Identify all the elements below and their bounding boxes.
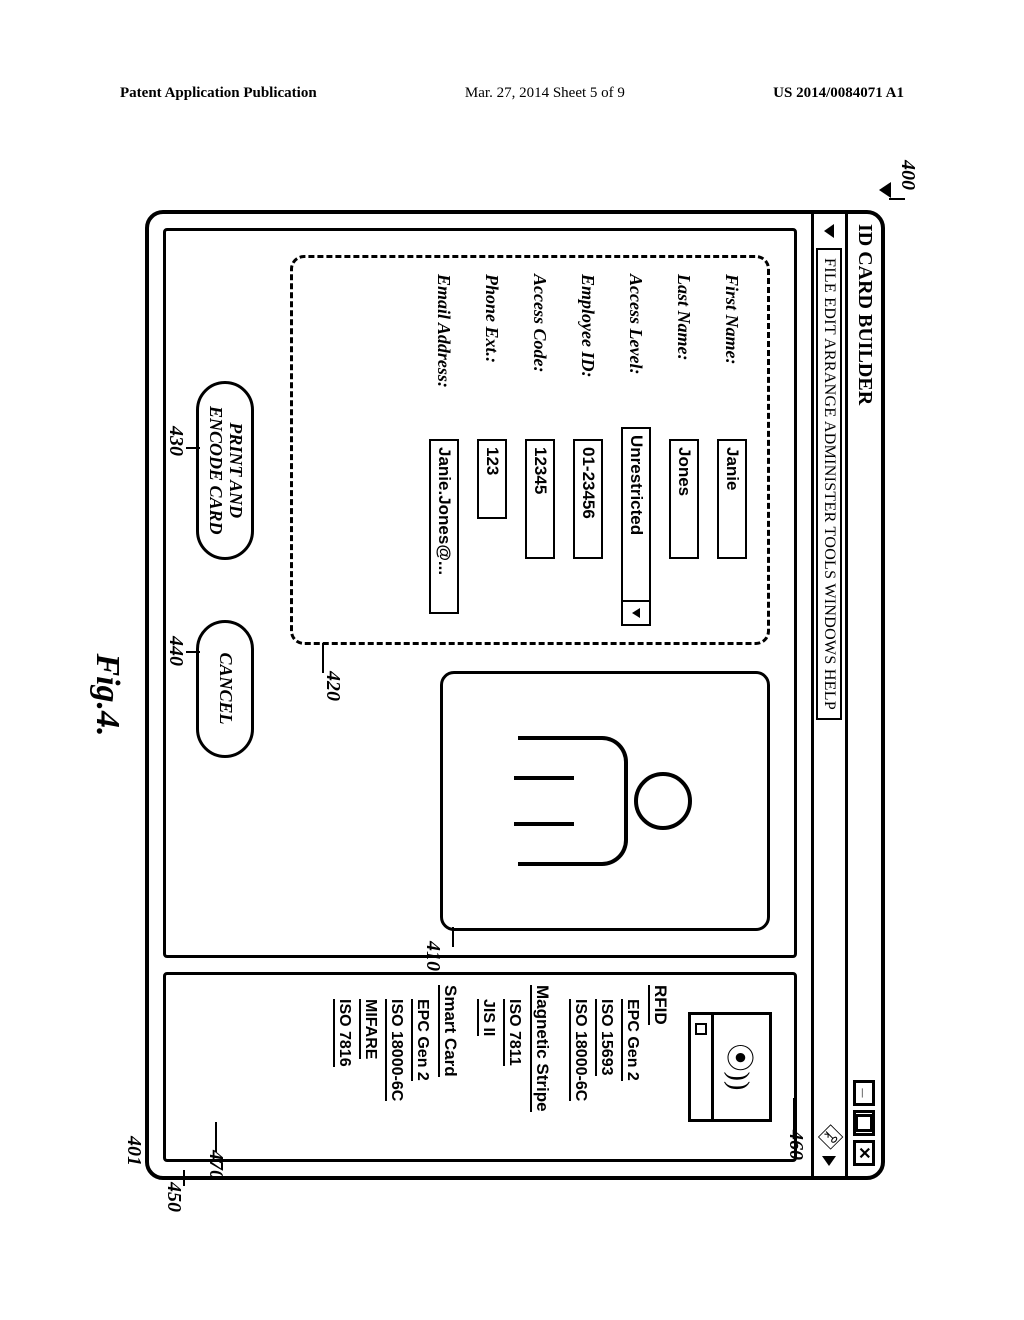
- ref-450: 450: [162, 1182, 185, 1212]
- label-access-code: Access Code:: [530, 274, 551, 439]
- print-encode-button[interactable]: PRINT AND ENCODE CARD: [196, 381, 254, 560]
- ref-460: 460: [784, 1130, 807, 1160]
- input-employee-id[interactable]: 01-23456: [573, 439, 603, 559]
- mag-header[interactable]: Magnetic Stripe: [530, 985, 552, 1112]
- smart-header[interactable]: Smart Card: [438, 985, 460, 1077]
- close-button[interactable]: [854, 1140, 876, 1166]
- sheet-label: Mar. 27, 2014 Sheet 5 of 9: [465, 85, 625, 102]
- label-first-name: First Name:: [722, 274, 743, 439]
- page-header: Patent Application Publication Mar. 27, …: [0, 85, 1024, 102]
- smart-group: Smart Card EPC Gen 2 ISO 18000-6C MIFARE…: [330, 985, 460, 1149]
- menubar[interactable]: FILE EDIT ARRANGE ADMINISTER TOOLS WINDO…: [817, 248, 843, 720]
- toolbar-dropdown-icon[interactable]: [825, 224, 835, 238]
- ref-400: 400: [896, 160, 919, 190]
- maximize-button[interactable]: [854, 1110, 876, 1136]
- ref-470: 470: [204, 1150, 227, 1180]
- row-phone-ext: Phone Ext.: 123: [477, 274, 507, 626]
- ref-400-pointer: [879, 182, 891, 198]
- label-employee-id: Employee ID:: [578, 274, 599, 439]
- ref-440: 440: [164, 636, 187, 666]
- mag-item-1[interactable]: JIS II: [477, 999, 497, 1036]
- content-area: First Name: Janie Last Name: Jones Acces…: [149, 214, 811, 1176]
- cancel-button[interactable]: CANCEL: [196, 620, 254, 758]
- row-employee-id: Employee ID: 01-23456: [573, 274, 603, 626]
- label-last-name: Last Name:: [674, 274, 695, 439]
- row-email: Email Address: Janie.Jones@...: [429, 274, 459, 626]
- input-access-code[interactable]: 12345: [525, 439, 555, 559]
- toolbar-play-icon[interactable]: [823, 1156, 837, 1166]
- select-access-level[interactable]: Unrestricted: [621, 427, 651, 602]
- main-pane: First Name: Janie Last Name: Jones Acces…: [163, 228, 797, 958]
- ref-420: 420: [321, 671, 344, 701]
- label-access-level: Access Level:: [626, 274, 647, 427]
- row-last-name: Last Name: Jones: [669, 274, 699, 626]
- input-first-name[interactable]: Janie: [717, 439, 747, 559]
- wireless-icon: ⦿)): [722, 1044, 762, 1091]
- smart-item-3[interactable]: ISO 7816: [333, 999, 353, 1067]
- form-box: First Name: Janie Last Name: Jones Acces…: [290, 255, 770, 645]
- label-phone-ext: Phone Ext.:: [482, 274, 503, 439]
- side-pane: ⦿)) RFID EPC Gen 2 ISO 15693 ISO 18000-6…: [163, 972, 797, 1162]
- mag-item-0[interactable]: ISO 7811: [503, 999, 523, 1066]
- rfid-item-0[interactable]: EPC Gen 2: [621, 999, 641, 1081]
- minimize-button[interactable]: [854, 1080, 876, 1106]
- row-access-code: Access Code: 12345: [525, 274, 555, 626]
- rfid-item-2[interactable]: ISO 18000-6C: [569, 999, 589, 1101]
- ref-410: 410: [421, 941, 444, 971]
- pub-label: Patent Application Publication: [120, 85, 317, 102]
- smart-item-2[interactable]: MIFARE: [359, 999, 379, 1059]
- input-email[interactable]: Janie.Jones@...: [429, 439, 459, 614]
- label-email: Email Address:: [434, 274, 455, 439]
- person-icon: [518, 736, 692, 866]
- mag-group: Magnetic Stripe ISO 7811 JIS II: [474, 985, 552, 1149]
- figure-caption: Fig.4.: [88, 653, 126, 736]
- app-window: ID CARD BUILDER FILE EDIT ARRANGE ADMINI…: [145, 210, 885, 1180]
- dropdown-button[interactable]: [621, 602, 651, 626]
- figure-frame: 400 ID CARD BUILDER FILE EDIT ARRANGE AD…: [100, 170, 925, 1220]
- rfid-header[interactable]: RFID: [648, 985, 670, 1025]
- titlebar: ID CARD BUILDER: [845, 214, 881, 1176]
- window-title: ID CARD BUILDER: [853, 224, 876, 1080]
- smart-item-1[interactable]: ISO 18000-6C: [385, 999, 405, 1101]
- ref-430: 430: [164, 426, 187, 456]
- row-first-name: First Name: Janie: [717, 274, 747, 626]
- id-card-preview: [440, 671, 770, 931]
- key-icon[interactable]: ⚿: [812, 1118, 848, 1154]
- rfid-group: RFID EPC Gen 2 ISO 15693 ISO 18000-6C: [566, 985, 670, 1149]
- button-row: PRINT AND ENCODE CARD CANCEL: [196, 381, 254, 758]
- rfid-item-1[interactable]: ISO 15693: [595, 999, 615, 1076]
- encoder-device-icon: ⦿)): [688, 1012, 772, 1122]
- row-access-level: Access Level: Unrestricted: [621, 274, 651, 626]
- smart-item-0[interactable]: EPC Gen 2: [411, 999, 431, 1081]
- toolbar: FILE EDIT ARRANGE ADMINISTER TOOLS WINDO…: [811, 214, 845, 1176]
- window-controls: [854, 1080, 876, 1166]
- input-last-name[interactable]: Jones: [669, 439, 699, 559]
- pub-number: US 2014/0084071 A1: [773, 85, 904, 102]
- input-phone-ext[interactable]: 123: [477, 439, 507, 519]
- ref-401: 401: [122, 1136, 145, 1166]
